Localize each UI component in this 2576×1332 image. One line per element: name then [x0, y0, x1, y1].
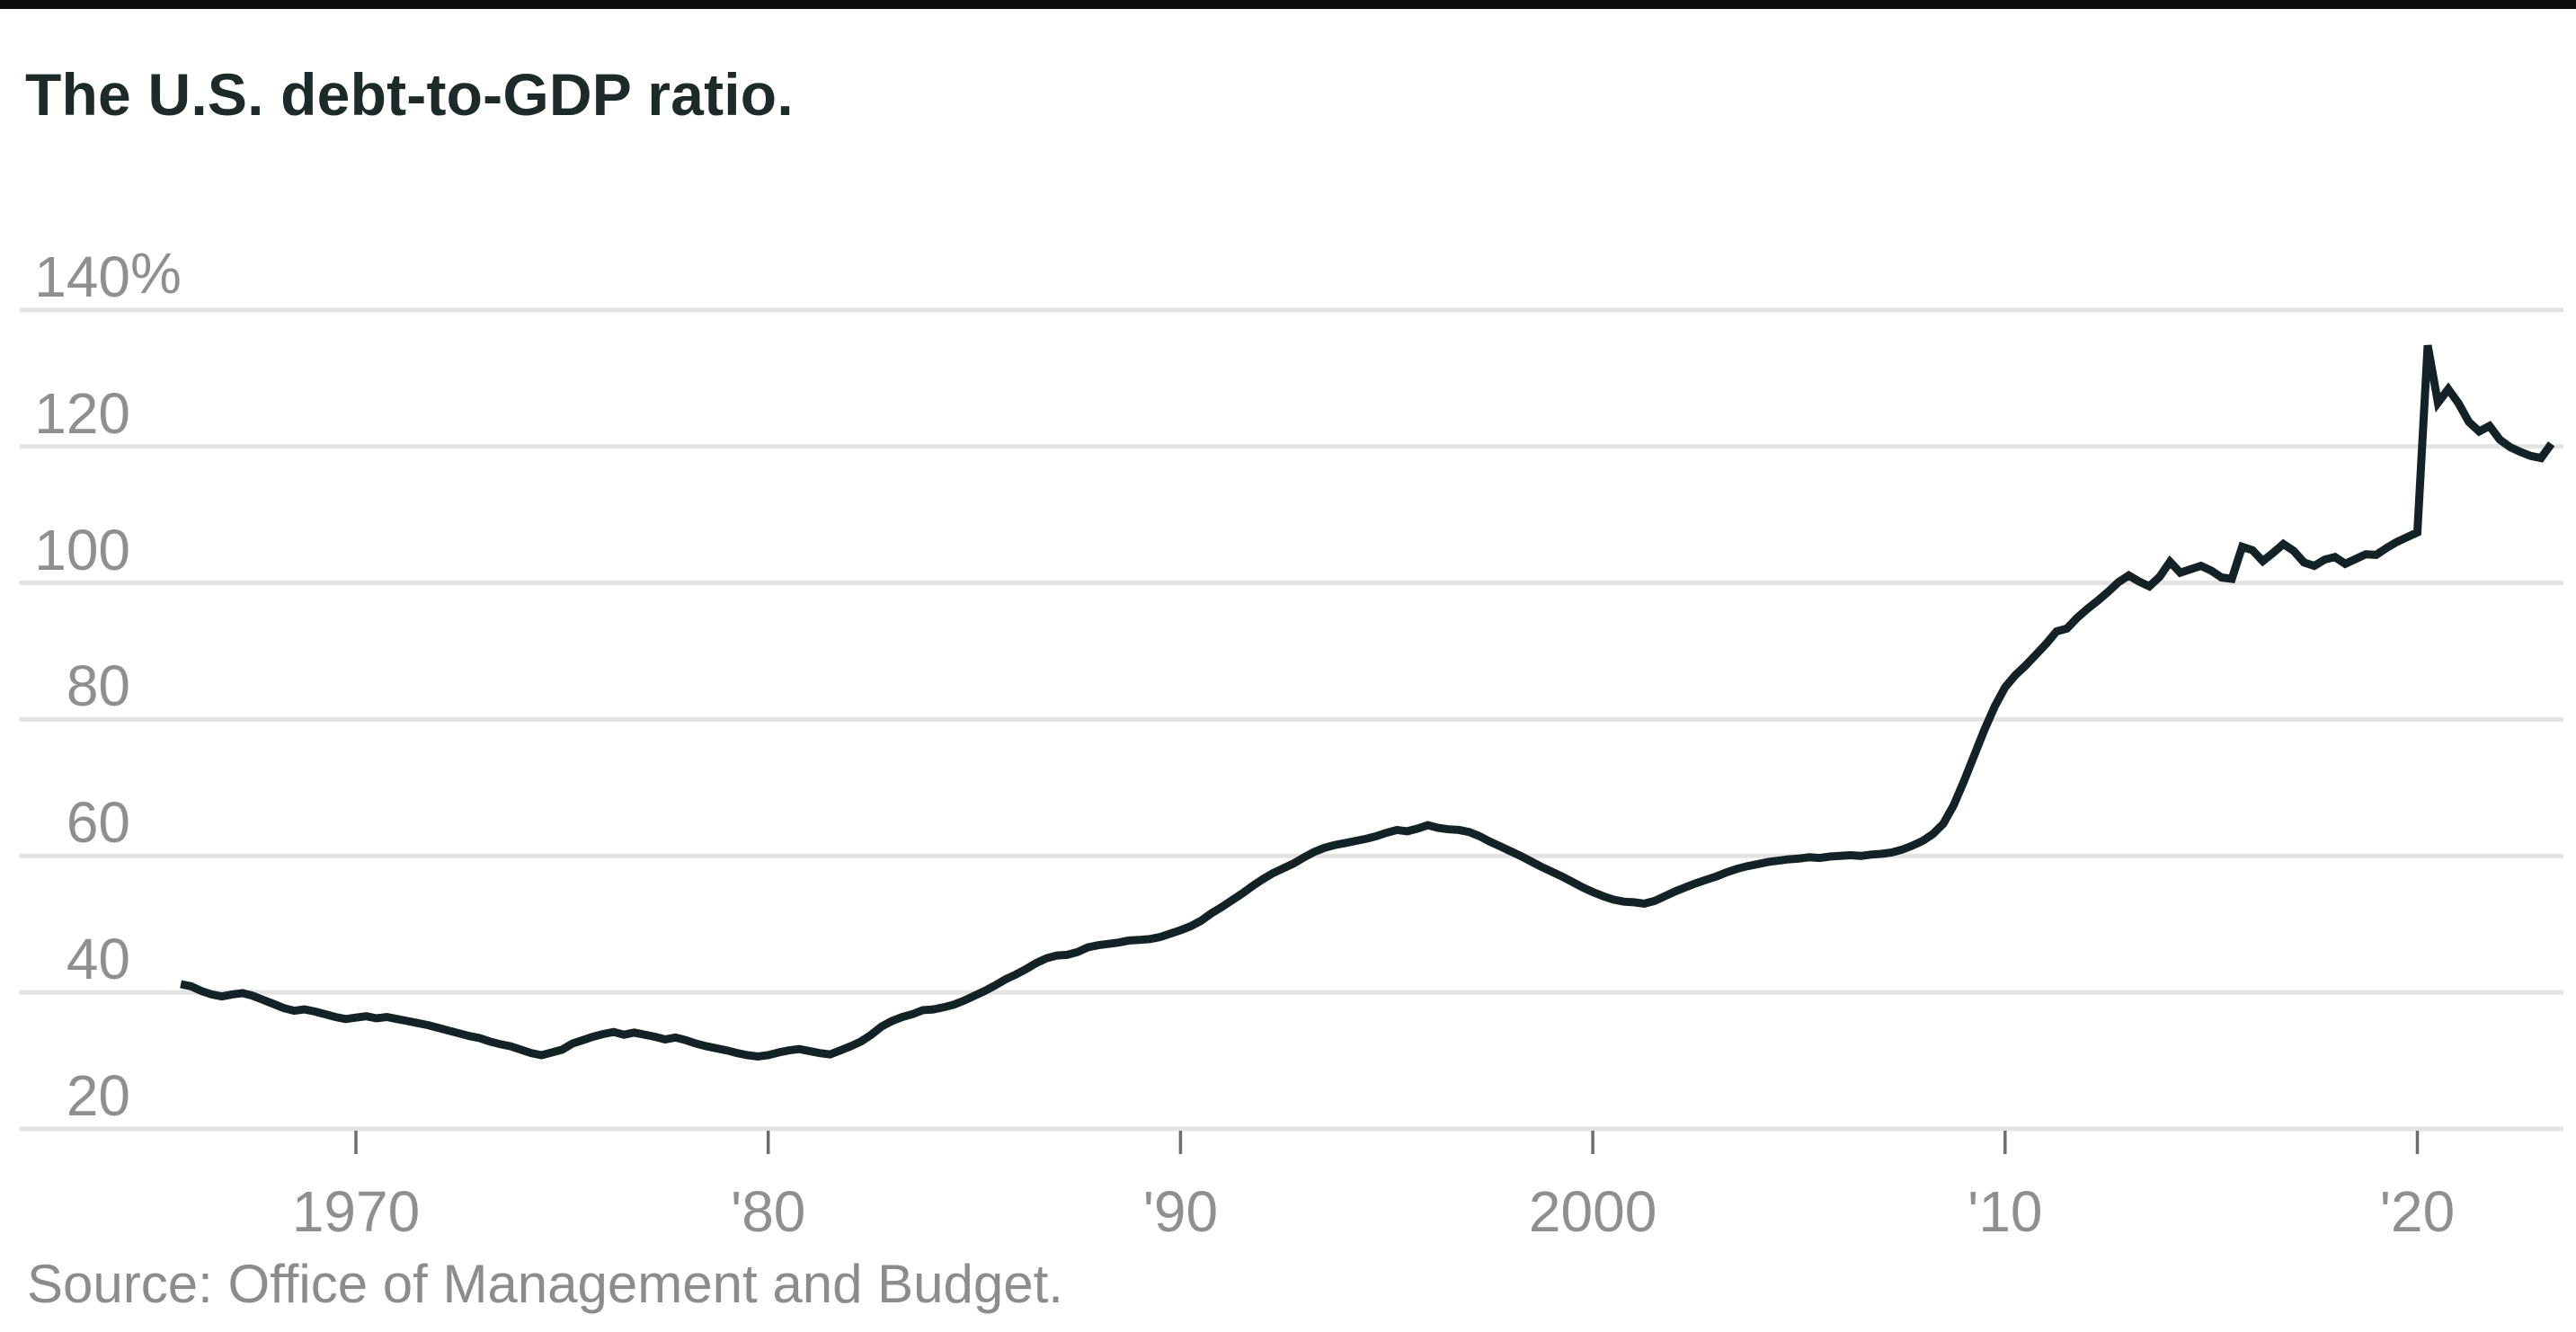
top-border-bar — [0, 0, 2576, 9]
debt-to-gdp-series-line — [180, 344, 2555, 1061]
y-axis-label-80: 80 — [66, 653, 130, 719]
x-axis-label-1970: 1970 — [291, 1179, 421, 1244]
source-attribution: Source: Office of Management and Budget. — [27, 1254, 1063, 1314]
x-axis-label-2000: 2000 — [1528, 1179, 1657, 1244]
y-axis-label-120: 120 — [34, 380, 130, 446]
percent-sign: % — [130, 240, 182, 306]
y-axis-label-140: 140% — [34, 240, 182, 309]
x-axis-label-1990: '90 — [1142, 1179, 1219, 1244]
y-axis-label-100: 100 — [34, 517, 130, 582]
y-axis-label-60: 60 — [66, 790, 130, 856]
y-axis-label-20: 20 — [66, 1063, 130, 1128]
x-axis-label-2020: '20 — [2379, 1179, 2456, 1244]
y-axis-label-40: 40 — [66, 927, 130, 992]
x-axis-label-1980: '80 — [730, 1179, 806, 1244]
x-axis-label-2010: '10 — [1968, 1179, 2043, 1244]
chart-title: The U.S. debt-to-GDP ratio. — [25, 61, 794, 129]
